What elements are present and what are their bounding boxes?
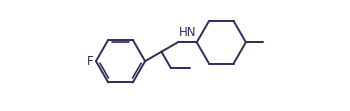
Text: HN: HN: [178, 26, 196, 39]
Text: F: F: [87, 55, 94, 68]
